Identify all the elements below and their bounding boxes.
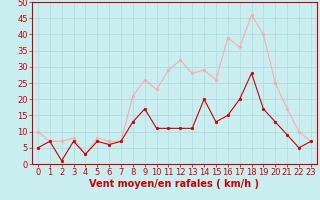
X-axis label: Vent moyen/en rafales ( km/h ): Vent moyen/en rafales ( km/h )	[89, 179, 260, 189]
